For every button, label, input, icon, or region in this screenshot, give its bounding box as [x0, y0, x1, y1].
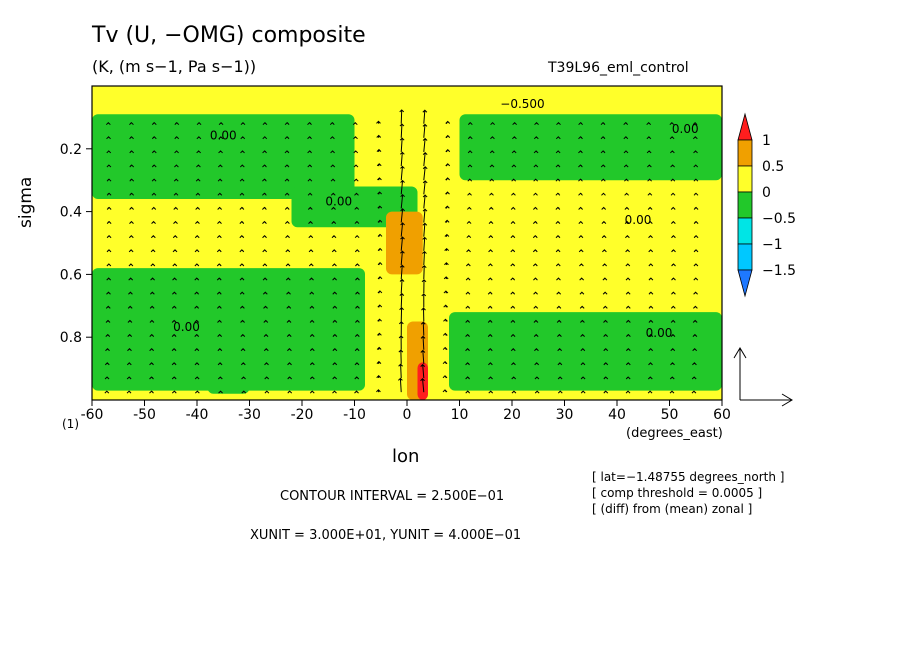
chart-title: Tv (U, −OMG) composite — [92, 23, 366, 48]
chart-subtitle: (K, (m s−1, Pa s−1)) — [92, 57, 257, 76]
vector-units: XUNIT = 3.000E+01, YUNIT = 4.000E−01 — [250, 528, 522, 543]
x-tick-label: -50 — [133, 407, 156, 423]
contour-label: 0.00 — [646, 326, 673, 340]
field-region-0 — [92, 86, 722, 108]
colorbar-label: 1 — [762, 133, 771, 149]
field-region-2 — [92, 114, 355, 200]
contour-label: 0.00 — [672, 122, 699, 136]
field-region-3 — [459, 114, 722, 181]
colorbar-label: 0 — [762, 185, 771, 201]
x-tick-label: 30 — [556, 407, 574, 423]
info-latitude: [ lat=−1.48755 degrees_north ] — [592, 470, 785, 484]
colorbar-label: −1 — [762, 237, 783, 253]
reference-vector-up — [733, 347, 747, 400]
y-tick-label: 0.4 — [60, 205, 82, 221]
x-tick-label: -10 — [343, 407, 366, 423]
colorbar-segment-5 — [737, 243, 753, 271]
reference-vector-right — [740, 393, 793, 407]
colorbar-segment-3 — [737, 191, 753, 219]
contour-label: 0.00 — [325, 194, 352, 208]
x-axis-extra-label: (1) — [62, 417, 79, 431]
x-axis-label: lon — [392, 446, 420, 467]
y-tick-label: 0.2 — [60, 142, 82, 158]
x-tick-label: -40 — [186, 407, 209, 423]
colorbar-segment-1 — [737, 139, 753, 167]
contour-interval: CONTOUR INTERVAL = 2.500E−01 — [280, 489, 505, 504]
colorbar-segment-2 — [737, 165, 753, 193]
x-tick-label: 50 — [661, 407, 679, 423]
contour-label: 0.00 — [210, 128, 237, 142]
field-region-6 — [92, 268, 365, 391]
field-region-7 — [449, 312, 722, 391]
x-tick-label: 0 — [403, 407, 412, 423]
field-region-8 — [386, 211, 423, 275]
field-region-1 — [92, 107, 722, 115]
contour-label: −0.500 — [500, 97, 544, 111]
contour-label: 0.00 — [173, 320, 200, 334]
colorbar-segment-4 — [737, 217, 753, 245]
x-tick-label: 10 — [451, 407, 469, 423]
y-tick-label: 0.6 — [60, 267, 82, 283]
colorbar-label: −0.5 — [762, 211, 796, 227]
x-tick-label: 40 — [608, 407, 626, 423]
run-name: T39L96_eml_control — [548, 60, 689, 76]
wind-vectors — [104, 109, 699, 394]
colorbar-label: −1.5 — [762, 263, 796, 279]
x-axis-units: (degrees_east) — [626, 426, 723, 441]
y-tick-label: 0.8 — [60, 330, 82, 346]
x-tick-label: -30 — [238, 407, 261, 423]
colorbar-segment-0 — [737, 112, 753, 141]
colorbar-segment-6 — [737, 269, 753, 298]
contour-label: 0.00 — [625, 213, 652, 227]
x-tick-label: -20 — [291, 407, 314, 423]
x-tick-label: 20 — [503, 407, 521, 423]
colorbar-label: 0.5 — [762, 159, 784, 175]
x-tick-label: 60 — [713, 407, 731, 423]
info-difference: [ (diff) from (mean) zonal ] — [592, 502, 753, 516]
x-tick-label: -60 — [81, 407, 104, 423]
field-region-4 — [291, 186, 418, 228]
info-threshold: [ comp threshold = 0.0005 ] — [592, 486, 763, 500]
